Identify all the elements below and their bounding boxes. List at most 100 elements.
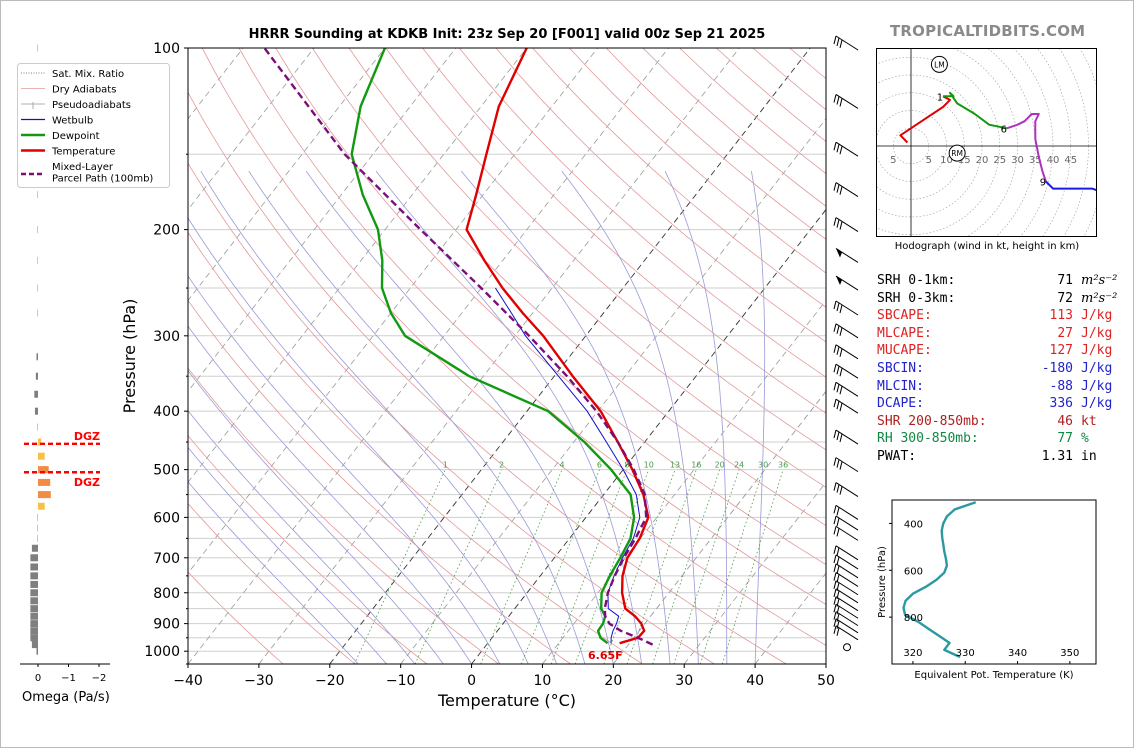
dry-adiabat-line <box>201 48 826 646</box>
wind-barb <box>833 300 859 316</box>
y-axis-label: Pressure (hPa) <box>120 299 139 414</box>
omega-bar <box>37 423 38 431</box>
legend-box <box>17 63 170 188</box>
wind-barb-feather <box>836 384 840 393</box>
isotherm-line <box>471 208 826 664</box>
wind-barb-staff <box>835 618 859 634</box>
wind-barb <box>833 515 859 531</box>
mixing-ratio-line <box>721 469 784 664</box>
stat-row: PWAT: 1.31 in <box>877 448 1117 466</box>
mixing-ratio-line <box>520 469 600 664</box>
wind-barb-feather <box>833 572 837 581</box>
hodograph: 5 5 10 15 20 25 30 35 40 45 1 6 9 LM RM <box>876 48 1098 238</box>
mixing-ratio-label: 16 <box>691 461 701 470</box>
omega-x-tick-label: −1 <box>61 673 76 684</box>
hodo-ring-label: 10 <box>940 155 953 166</box>
wind-barb-feather <box>836 431 840 441</box>
mixing-ratio-label: 13 <box>670 461 680 470</box>
y-tick-label: 600 <box>153 510 180 526</box>
wind-barb-feather <box>833 526 837 535</box>
omega-bar <box>37 284 38 292</box>
omega-bar <box>31 544 38 552</box>
chart-title: HRRR Sounding at KDKB Init: 23z Sep 20 [… <box>248 27 766 42</box>
stat-row: SHR 200-850mb: 46 kt <box>877 413 1117 431</box>
stat-unit: kt <box>1081 413 1097 429</box>
hodo-trace <box>1006 113 1047 182</box>
stat-row: DCAPE: 336 J/kg <box>877 395 1117 413</box>
wind-barb-staff <box>835 515 859 531</box>
hodo-ring <box>1058 48 1089 236</box>
y-tick-label: 1000 <box>144 644 180 660</box>
y-tick-label: 800 <box>153 586 180 602</box>
mixing-ratio-label: 10 <box>644 461 654 470</box>
wind-barb <box>835 275 859 291</box>
omega-bar <box>30 580 38 588</box>
mixing-ratio-line <box>414 469 502 664</box>
mixing-ratio-line <box>603 469 676 664</box>
wind-barb-feather <box>839 186 843 195</box>
legend-item-label: Temperature <box>51 147 115 158</box>
wind-barb-feather <box>839 403 843 412</box>
stat-row: SRH 0-1km: 71 m²s⁻² <box>877 272 1117 290</box>
hodo-ring <box>986 48 1036 236</box>
omega-bar <box>38 466 49 474</box>
moist-adiabat-line <box>561 170 699 664</box>
wind-barb-feather <box>839 304 843 314</box>
mixing-ratio-label: 36 <box>778 461 788 470</box>
dry-adiabat-line <box>275 48 826 566</box>
hodo-ring <box>1013 48 1054 236</box>
wind-barb-staff <box>835 603 859 619</box>
omega-bar <box>37 524 38 532</box>
wind-barb-feather <box>836 507 840 516</box>
dry-adiabat-line <box>789 48 826 80</box>
moist-adiabat-line <box>751 171 766 664</box>
stat-label: MLCIN: <box>877 378 924 394</box>
hodo-ring-label: 15 <box>958 155 971 166</box>
storm-motion-marker <box>930 55 948 73</box>
stat-value: 127 <box>1049 343 1073 359</box>
omega-bar <box>37 309 38 317</box>
omega-bar <box>30 554 38 562</box>
wind-barb <box>835 248 859 263</box>
legend-item-label: Wetbulb <box>52 116 93 127</box>
mixing-ratio-label: 1 <box>443 461 448 470</box>
dry-adiabat-line <box>752 48 826 111</box>
wind-barb <box>833 572 859 587</box>
hodo-ring <box>876 48 1098 238</box>
hodo-ring-label: 40 <box>1047 155 1060 166</box>
stat-row: MLCAPE: 27 J/kg <box>877 325 1117 343</box>
moist-adiabat-line <box>188 446 387 664</box>
wind-barb-feather <box>839 348 843 357</box>
wind-barb-feather <box>833 554 837 564</box>
isotherm-line <box>329 48 811 664</box>
wind-barb-feather <box>836 401 840 410</box>
hodo-ring-label: 20 <box>976 155 989 166</box>
wind-barb <box>833 344 859 360</box>
wind-barb-feather <box>833 429 837 439</box>
wind-barb <box>833 588 859 604</box>
hodograph-caption: Hodograph (wind in kt, height in km) <box>894 241 1080 252</box>
dry-adiabat-line <box>188 299 571 664</box>
hodo-ring <box>951 48 1018 236</box>
x-axis-label: Temperature (°C) <box>437 691 576 710</box>
omega-bar <box>34 407 38 415</box>
stat-value: 27 <box>1057 325 1073 341</box>
legend-item-label: Parcel Path (100mb) <box>52 174 153 185</box>
wind-barb-staff <box>835 580 859 596</box>
wind-barb-feather <box>836 219 840 228</box>
wind-barb-staff <box>835 94 859 109</box>
dry-adiabat-line <box>188 231 643 664</box>
hodo-ring-label: 30 <box>1011 155 1024 166</box>
wind-barb-feather <box>836 556 840 566</box>
wind-barb-feather <box>833 611 837 620</box>
wind-barb <box>833 625 859 641</box>
wind-barb-staff <box>835 217 859 233</box>
isotherm-line <box>188 48 315 211</box>
dry-adiabat-line <box>458 48 826 378</box>
sounding-parameters: SRH 0-1km: 71 m²s⁻² SRH 0-3km: 72 m²s⁻² SBCAPE… <box>877 272 1117 466</box>
x-tick-label: 50 <box>817 673 835 689</box>
wind-barb-feather <box>833 580 837 589</box>
stat-label: MLCAPE: <box>877 325 932 341</box>
wind-barb-staff <box>835 554 859 570</box>
x-tick-label: −20 <box>315 673 345 689</box>
